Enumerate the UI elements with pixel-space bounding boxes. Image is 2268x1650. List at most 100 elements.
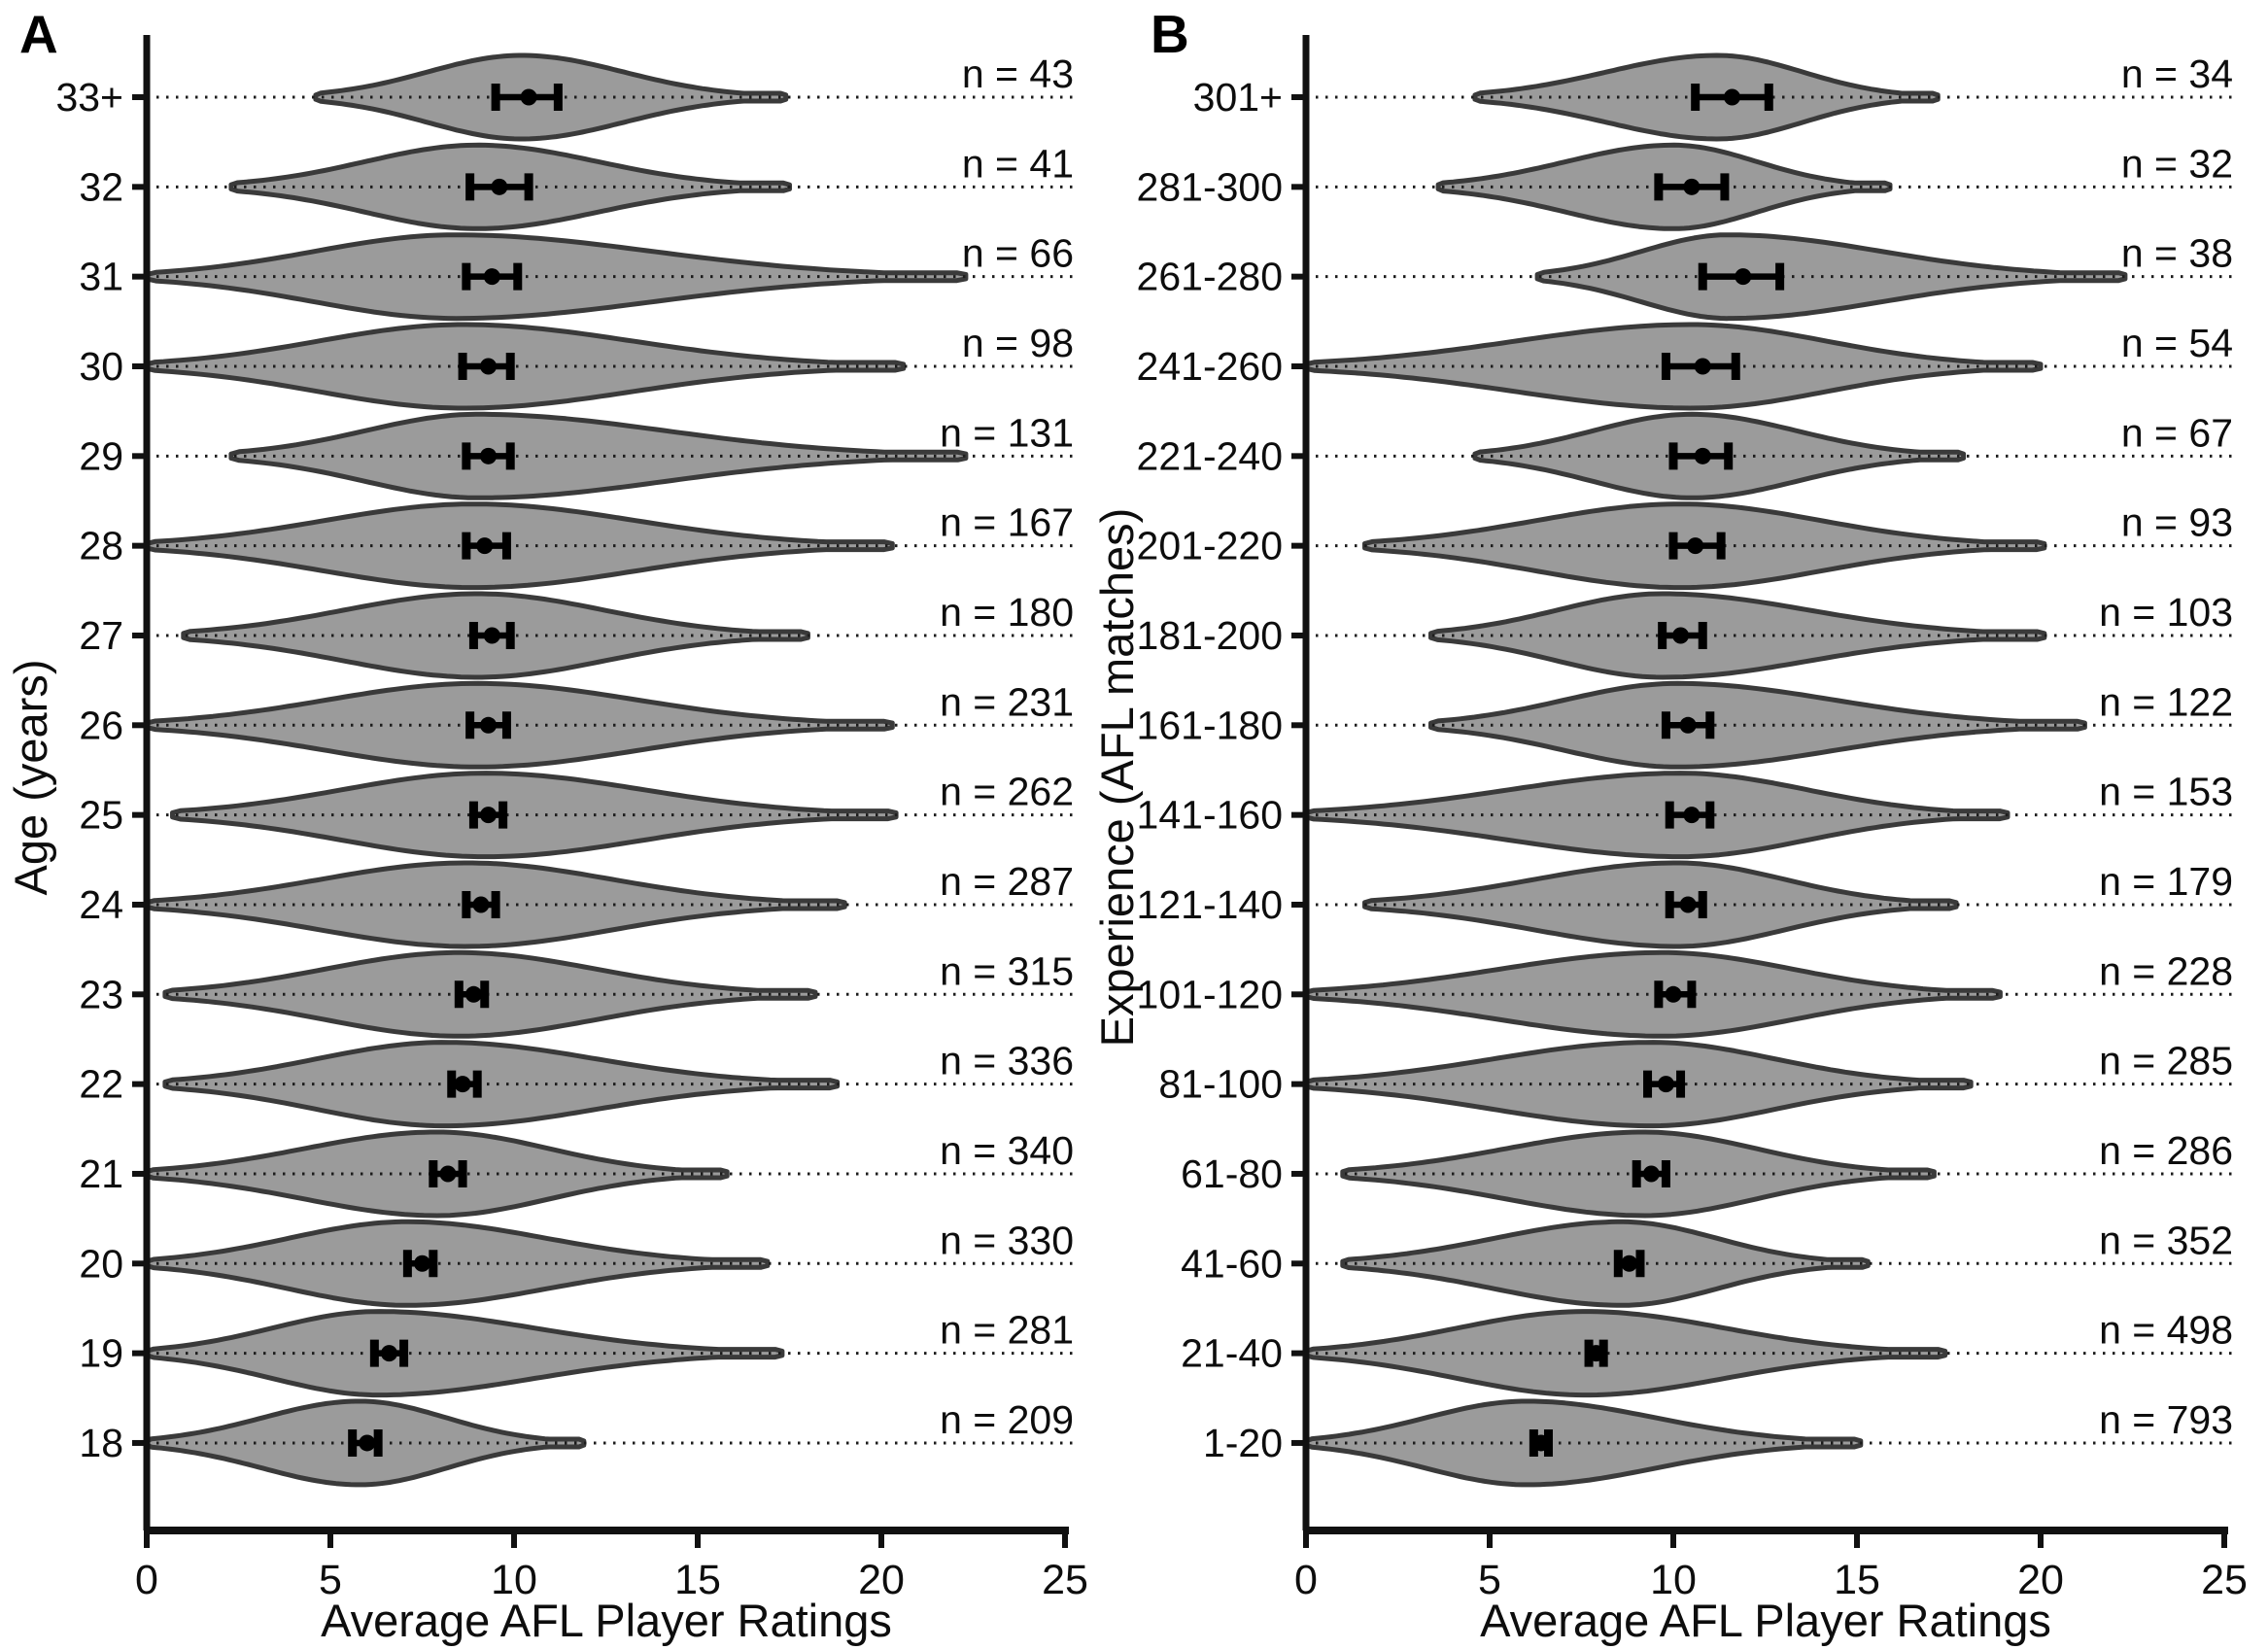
mean-dot [1679, 716, 1697, 734]
mean-dot [1532, 1434, 1550, 1452]
n-count-label: n = 228 [2099, 948, 2233, 993]
violin-row: n = 41 32 [79, 141, 1074, 231]
axes: 0 5 10 15 20 25 [1294, 35, 2248, 1603]
n-count-label: n = 34 [2121, 52, 2233, 96]
mean-dot [1683, 178, 1701, 195]
n-count-label: n = 793 [2099, 1397, 2233, 1442]
violin-shape [144, 680, 895, 770]
mean-dot [1665, 985, 1682, 1003]
x-tick-label: 5 [319, 1557, 342, 1603]
x-axis-title-a: Average AFL Player Ratings [321, 1595, 892, 1646]
error-bar [468, 801, 508, 829]
violin-row: n = 167 28 [79, 500, 1074, 591]
error-bar [1668, 442, 1734, 470]
mean-dot [1694, 358, 1711, 375]
error-bar [1665, 890, 1707, 918]
category-label: 81-100 [1158, 1062, 1283, 1107]
category-label: 31 [79, 255, 123, 299]
category-label: 22 [79, 1062, 123, 1107]
violin-shape [162, 1040, 841, 1129]
mean-dot [491, 178, 508, 195]
error-bar [491, 84, 563, 111]
category-label: 41-60 [1181, 1241, 1283, 1286]
mean-dot [1672, 627, 1690, 644]
violin-row: n = 98 30 [79, 321, 1074, 411]
error-bar [1632, 1159, 1670, 1187]
x-tick-label: 10 [1650, 1557, 1697, 1603]
n-count-label: n = 330 [940, 1218, 1074, 1262]
n-count-label: n = 131 [940, 410, 1074, 455]
mean-dot [1687, 537, 1704, 555]
violin-shape [1428, 680, 2087, 770]
violin-row: n = 131 29 [79, 410, 1074, 500]
n-count-label: n = 103 [2099, 590, 2233, 635]
violin-row: n = 228 101-120 [1137, 948, 2233, 1039]
violin-row: n = 32 281-300 [1137, 141, 2233, 231]
error-bar [462, 890, 500, 918]
violin-shape [144, 322, 907, 411]
category-label: 27 [79, 613, 123, 658]
category-label: 101-120 [1137, 972, 1283, 1016]
error-bar [369, 1339, 409, 1367]
violin-shape [162, 949, 818, 1039]
n-count-label: n = 336 [940, 1039, 1074, 1083]
mean-dot [520, 88, 537, 106]
panel-a-marks: n = 43 33+ n = 41 32 n = 66 31 n = 98 30 n = 131… [55, 35, 1088, 1603]
error-bar [1613, 1250, 1645, 1278]
violin-shape [144, 501, 895, 591]
n-count-label: n = 209 [940, 1397, 1074, 1442]
mean-dot [1735, 268, 1752, 286]
panel-b-label: B [1151, 4, 1189, 64]
violin-row: n = 231 26 [79, 679, 1074, 770]
n-count-label: n = 498 [2099, 1308, 2233, 1353]
violin-row: n = 352 41-60 [1181, 1218, 2233, 1308]
category-label: 28 [79, 524, 123, 568]
violin-shape [170, 771, 899, 860]
error-bar [1698, 262, 1785, 291]
error-bar [447, 1070, 482, 1098]
n-count-label: n = 352 [2099, 1218, 2233, 1262]
n-count-label: n = 287 [940, 859, 1074, 904]
category-label: 181-200 [1137, 613, 1283, 658]
x-tick-label: 5 [1478, 1557, 1501, 1603]
violin-row: n = 330 20 [79, 1218, 1074, 1308]
violin-row: n = 281 19 [79, 1308, 1074, 1398]
violin-shape [144, 1219, 771, 1308]
category-label: 33+ [55, 75, 123, 120]
n-count-label: n = 281 [940, 1308, 1074, 1353]
error-bar [1529, 1428, 1553, 1457]
y-axis-title-b: Experience (AFL matches) [1091, 508, 1143, 1048]
category-label: 221-240 [1137, 433, 1283, 478]
violin-row: n = 153 141-160 [1137, 770, 2233, 860]
axes: 0 5 10 15 20 25 [135, 35, 1088, 1603]
category-label: 141-160 [1137, 793, 1283, 838]
violin-row: n = 209 18 [79, 1397, 1074, 1488]
category-label: 121-140 [1137, 882, 1283, 927]
mean-dot [480, 358, 498, 375]
n-count-label: n = 32 [2121, 141, 2233, 186]
category-label: 26 [79, 703, 123, 747]
x-tick-label: 0 [135, 1557, 158, 1603]
mean-dot [1621, 1255, 1638, 1272]
violin-shape [1303, 949, 2003, 1039]
error-bar [1691, 84, 1773, 111]
category-label: 30 [79, 344, 123, 389]
n-count-label: n = 285 [2099, 1039, 2233, 1083]
panel-a-label: A [19, 4, 58, 64]
error-bar [458, 352, 515, 380]
category-label: 201-220 [1137, 524, 1283, 568]
n-count-label: n = 93 [2121, 500, 2233, 545]
violin-row: n = 179 121-140 [1137, 859, 2233, 949]
category-label: 19 [79, 1331, 123, 1376]
violin-row: n = 340 21 [79, 1128, 1074, 1219]
n-count-label: n = 180 [940, 590, 1074, 635]
violin-row: n = 286 61-80 [1181, 1128, 2233, 1219]
error-bar [429, 1159, 467, 1187]
error-bar [1643, 1070, 1686, 1098]
mean-dot [480, 716, 498, 734]
category-label: 241-260 [1137, 344, 1283, 389]
mean-dot [1657, 1076, 1674, 1093]
n-count-label: n = 315 [940, 948, 1074, 993]
violin-row: n = 287 24 [79, 859, 1074, 949]
